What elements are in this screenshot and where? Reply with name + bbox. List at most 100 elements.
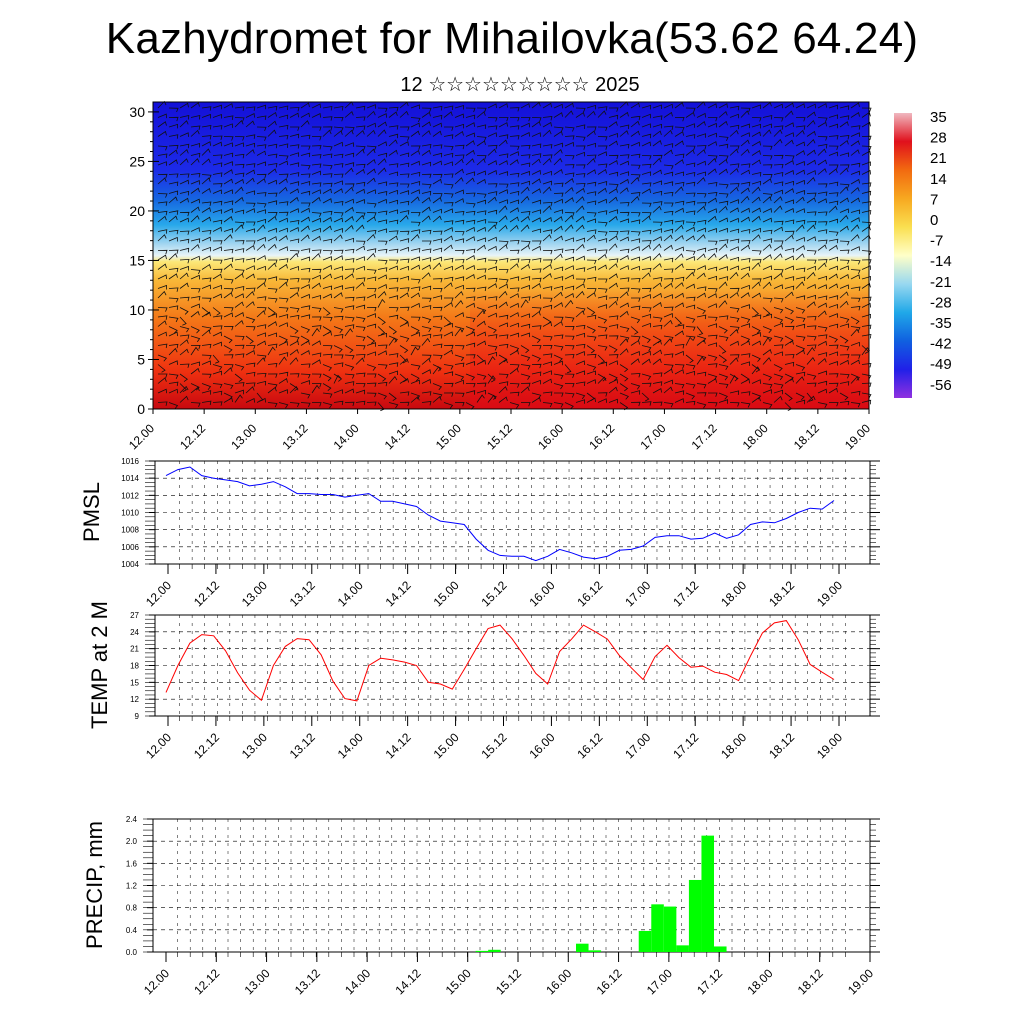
wind-barb <box>487 191 498 196</box>
wind-barb <box>410 196 420 204</box>
wind-barb <box>168 402 179 409</box>
wind-barb <box>157 234 167 242</box>
wind-barb <box>157 364 166 373</box>
wind-barb <box>377 113 387 118</box>
wind-barb <box>707 158 717 166</box>
wind-barb <box>509 258 520 263</box>
wind-barb <box>509 125 520 130</box>
wind-barb <box>311 307 322 313</box>
wind-barb <box>861 150 871 156</box>
wind-barb <box>817 198 827 204</box>
wind-barb <box>619 248 630 254</box>
wind-barb <box>674 253 684 261</box>
wind-barb <box>344 111 354 118</box>
wind-barb <box>685 271 695 280</box>
wind-barb <box>223 288 234 293</box>
wind-barb <box>630 339 640 346</box>
wind-barb <box>597 106 608 111</box>
wind-barb <box>674 282 684 289</box>
wind-barb <box>223 367 233 375</box>
wind-barb <box>564 212 575 217</box>
wind-barb <box>707 168 717 175</box>
wind-barb <box>828 151 838 157</box>
wind-barb <box>400 183 410 188</box>
wind-barb <box>344 198 354 204</box>
wind-barb <box>828 104 838 110</box>
wind-barb <box>762 243 772 251</box>
wind-barb <box>773 196 783 204</box>
wind-barb <box>663 103 673 109</box>
wind-barb <box>377 274 387 280</box>
wind-barb <box>179 173 190 178</box>
wind-barb <box>410 256 420 261</box>
wind-barb <box>641 229 652 235</box>
wind-barb <box>575 370 585 375</box>
wind-barb <box>652 154 663 160</box>
wind-barb <box>564 335 575 341</box>
wind-barb <box>850 390 861 396</box>
wind-barb <box>553 266 564 272</box>
wind-barb <box>201 125 212 130</box>
wind-barb <box>498 322 508 328</box>
wind-barb <box>586 234 596 242</box>
wind-barb <box>608 373 618 381</box>
wind-barb <box>443 364 454 370</box>
wind-barb <box>806 170 816 175</box>
wind-barb <box>212 315 223 320</box>
wind-barb <box>751 150 761 156</box>
wind-barb <box>839 197 849 204</box>
wind-barb <box>443 183 454 189</box>
wind-barb <box>355 224 365 232</box>
wind-barb <box>476 389 487 395</box>
wind-barb <box>850 341 860 347</box>
wind-barb <box>740 266 751 271</box>
wind-barb <box>641 133 652 139</box>
wind-barb <box>509 199 519 205</box>
wind-barb <box>179 373 188 382</box>
wind-barb <box>597 136 608 141</box>
wind-barb <box>597 253 607 261</box>
wind-barb <box>278 258 289 263</box>
wind-barb <box>839 105 850 110</box>
wind-barb <box>520 180 531 186</box>
wind-barb <box>784 285 795 291</box>
wind-barb <box>355 277 366 282</box>
wind-barb <box>663 164 674 170</box>
wind-barb <box>641 104 652 110</box>
wind-barb <box>520 364 531 370</box>
wind-barb <box>311 217 321 223</box>
wind-barb <box>509 216 519 223</box>
wind-barb <box>795 399 806 405</box>
wind-barb <box>432 262 442 270</box>
wind-barb <box>179 258 190 264</box>
wind-barb <box>564 141 574 147</box>
wind-barb <box>784 291 794 299</box>
wind-barb <box>278 178 288 185</box>
x-tick-label: 14.00 <box>342 966 373 997</box>
x-tick-label: 12.00 <box>141 966 172 997</box>
wind-barb <box>641 272 651 280</box>
wind-barb <box>311 325 322 330</box>
wind-barb <box>784 316 795 324</box>
wind-barb <box>190 215 200 223</box>
wind-barb <box>278 186 288 194</box>
wind-barb <box>333 228 343 233</box>
wind-barb <box>806 149 816 156</box>
wind-barb <box>707 363 718 368</box>
wind-barb <box>344 296 355 302</box>
wind-barb <box>311 145 322 150</box>
wind-barb <box>707 303 717 308</box>
wind-barb <box>421 229 432 235</box>
wind-barb <box>190 125 201 130</box>
wind-barb <box>399 230 410 236</box>
wind-barb <box>729 145 740 150</box>
wind-barb <box>377 373 387 382</box>
wind-barb <box>190 198 200 204</box>
wind-barb <box>355 304 366 310</box>
wind-barb <box>410 145 421 150</box>
wind-barb <box>454 373 465 381</box>
wind-barb <box>707 323 718 328</box>
wind-barb <box>366 306 377 312</box>
wind-barb <box>586 104 597 110</box>
wind-barb <box>201 246 211 252</box>
